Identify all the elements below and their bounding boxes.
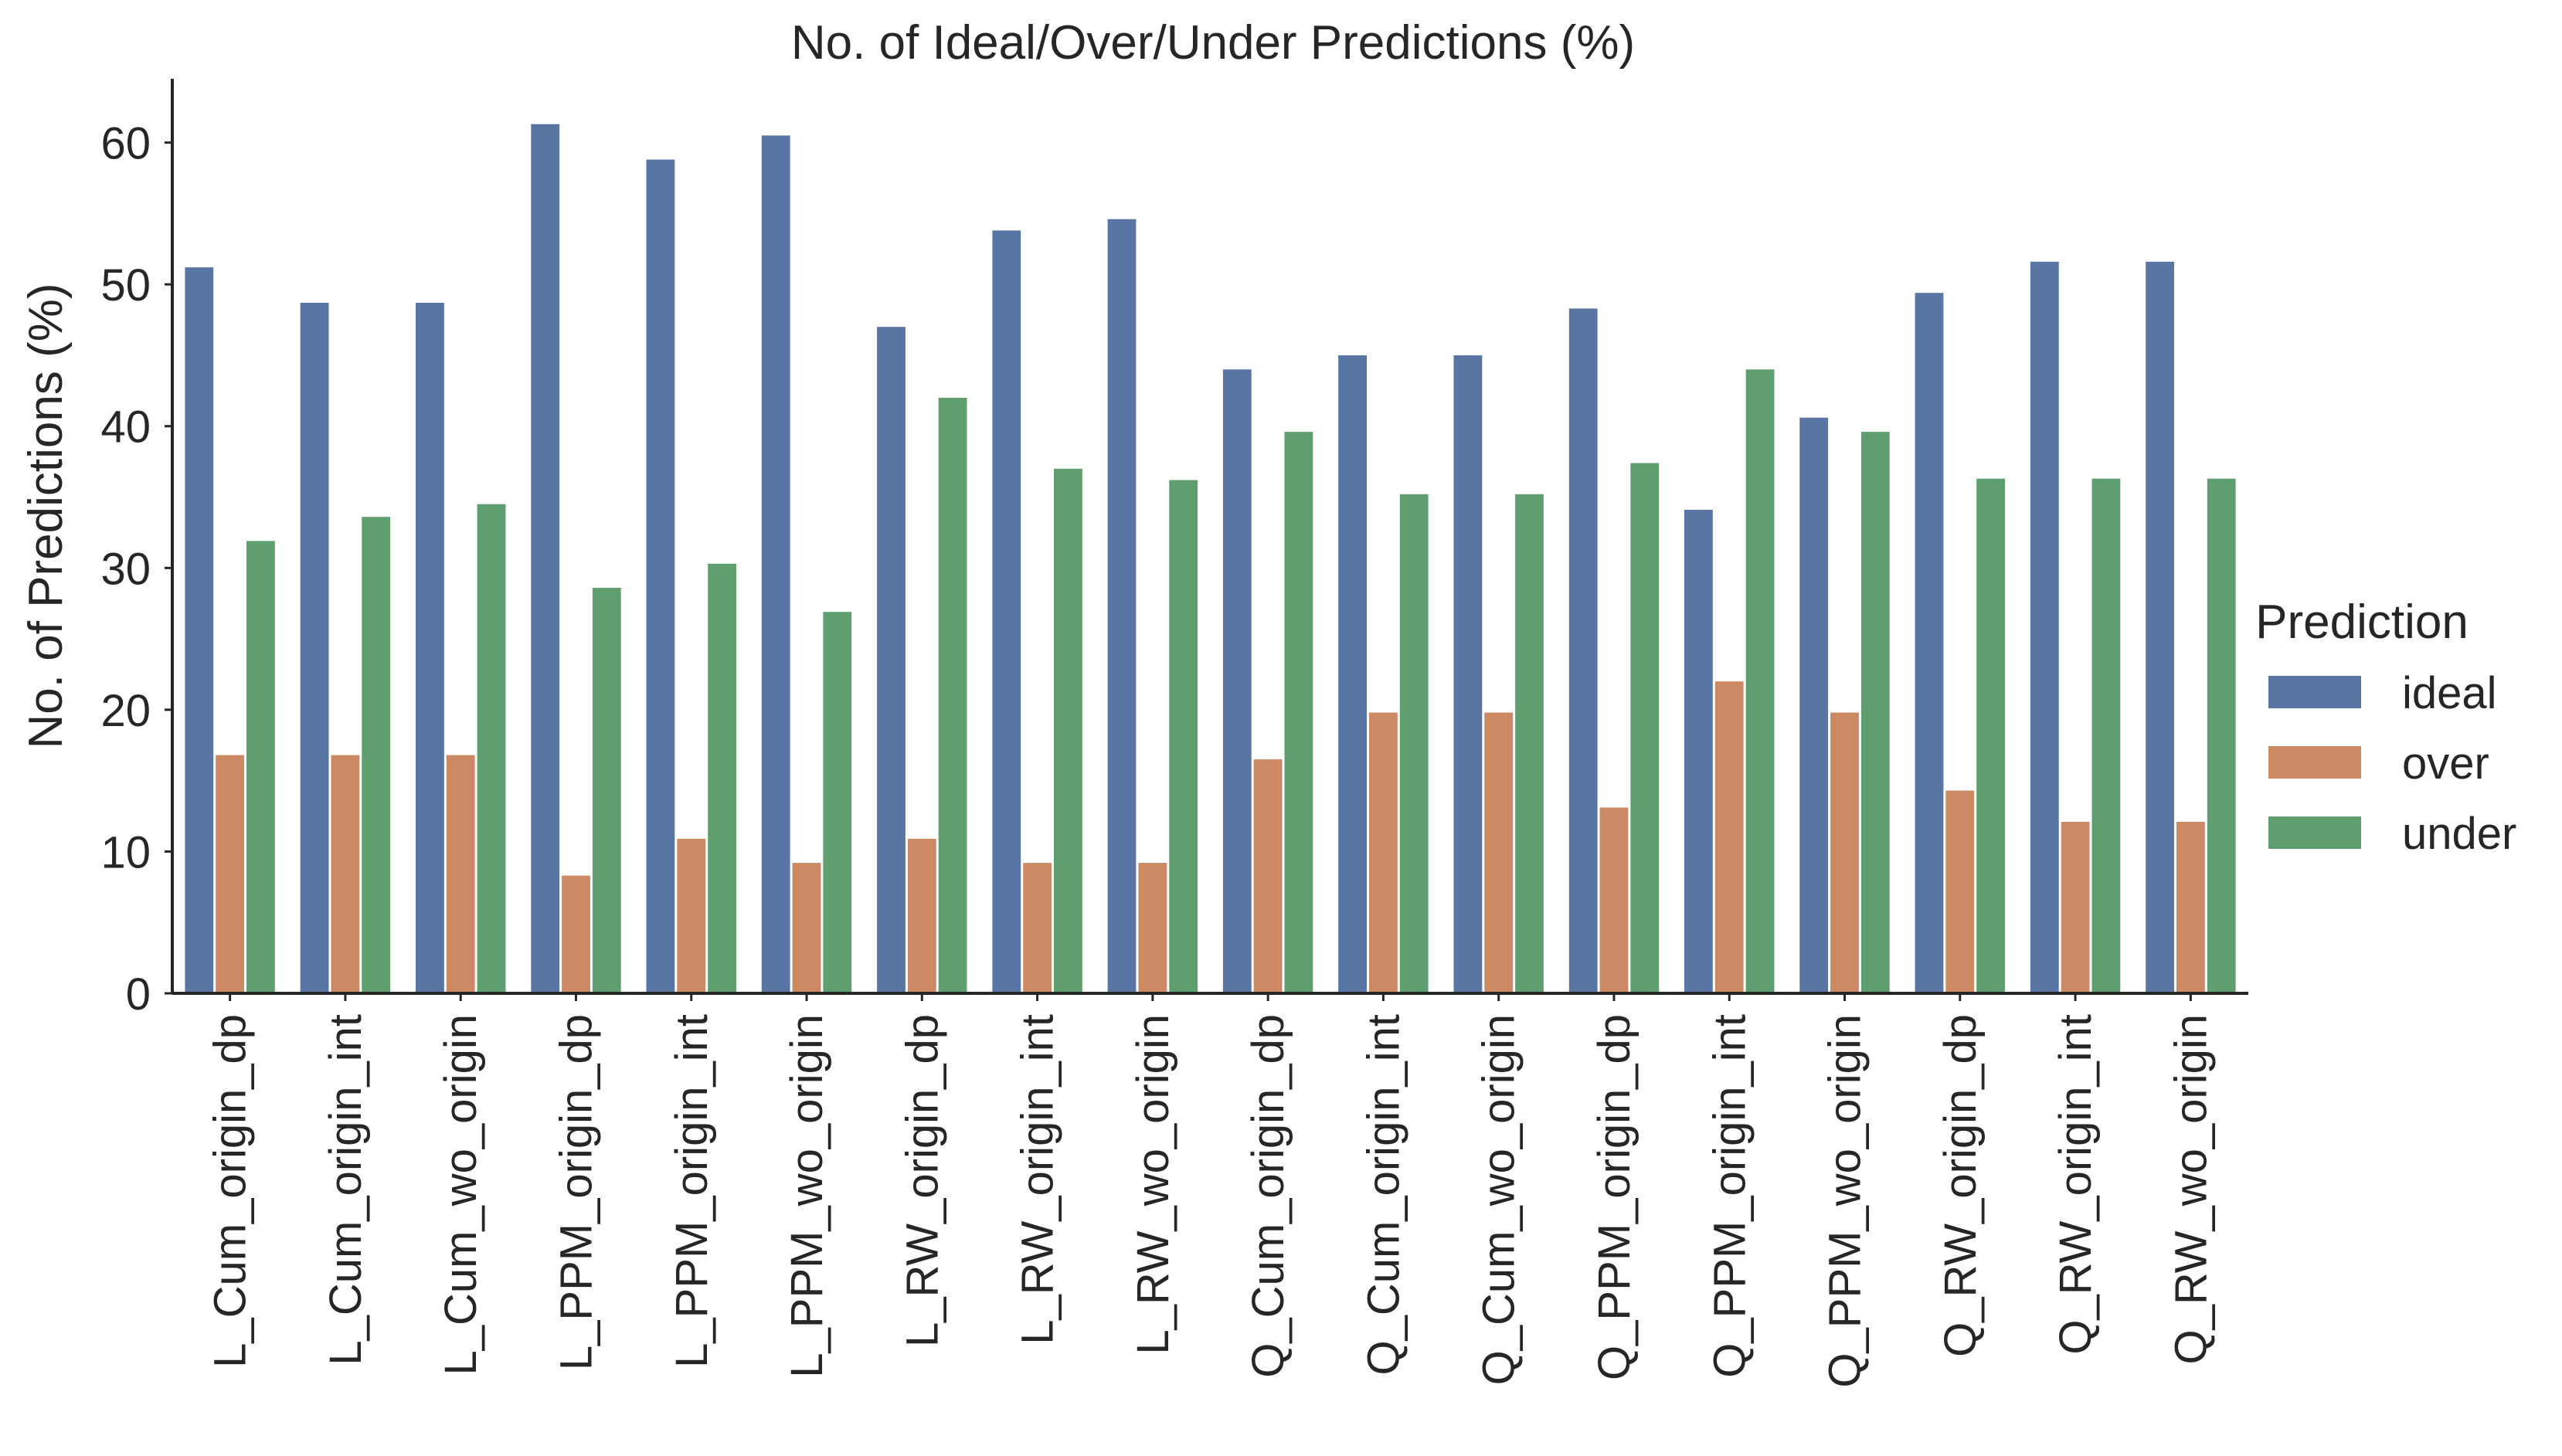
bar-over-8 — [1138, 863, 1167, 993]
bar-over-6 — [907, 838, 936, 993]
bar-under-13 — [1745, 369, 1775, 993]
legend: Prediction ideal over under — [2255, 596, 2516, 859]
bar-ideal-5 — [761, 135, 790, 993]
y-tick-label: 50 — [100, 260, 151, 311]
bar-under-11 — [1515, 494, 1544, 993]
bar-under-2 — [477, 504, 506, 993]
x-tick-label: Q_RW_wo_origin — [2166, 1014, 2216, 1364]
x-tick-label: Q_PPM_origin_int — [1704, 1014, 1755, 1378]
bar-over-10 — [1369, 712, 1398, 993]
x-tick-label: Q_Cum_origin_int — [1358, 1014, 1408, 1375]
bar-under-3 — [592, 588, 621, 993]
legend-label-over: over — [2402, 738, 2489, 789]
bar-ideal-1 — [300, 303, 329, 993]
bar-ideal-0 — [185, 267, 214, 994]
x-tick-label: L_PPM_wo_origin — [782, 1014, 832, 1378]
bar-ideal-7 — [992, 230, 1021, 993]
bar-under-14 — [1860, 432, 1890, 993]
bar-over-7 — [1023, 863, 1052, 993]
legend-label-under: under — [2402, 809, 2516, 859]
bar-over-0 — [216, 755, 244, 993]
x-tick-label: L_RW_origin_dp — [897, 1014, 947, 1347]
x-tick-label: Q_PPM_wo_origin — [1820, 1014, 1871, 1388]
bar-ideal-6 — [877, 327, 906, 993]
y-tick-label: 60 — [100, 119, 151, 169]
y-tick-label: 30 — [100, 544, 151, 594]
bar-under-17 — [2207, 478, 2236, 993]
x-tick-label: L_RW_origin_int — [1013, 1014, 1063, 1345]
x-tick-label: L_Cum_origin_int — [321, 1014, 371, 1366]
y-tick-label: 0 — [126, 969, 151, 1020]
bar-ideal-8 — [1107, 219, 1137, 993]
x-tick-label: Q_RW_origin_dp — [1935, 1014, 1986, 1357]
x-tick-label: Q_PPM_origin_dp — [1589, 1014, 1639, 1380]
y-tick-label: 10 — [100, 827, 151, 877]
bar-over-11 — [1484, 712, 1514, 993]
bar-ideal-12 — [1568, 308, 1598, 993]
bar-ideal-3 — [531, 124, 560, 994]
bar-ideal-17 — [2146, 261, 2174, 993]
bar-ideal-9 — [1222, 369, 1252, 993]
x-tick-label: Q_Cum_origin_dp — [1243, 1014, 1293, 1378]
legend-swatch-over — [2268, 746, 2361, 779]
x-tick-label: L_RW_wo_origin — [1128, 1014, 1178, 1355]
bar-over-1 — [331, 755, 360, 993]
x-tick-label: L_PPM_origin_dp — [552, 1014, 602, 1370]
x-tick-label: Q_Cum_wo_origin — [1474, 1014, 1524, 1385]
bar-over-12 — [1599, 807, 1629, 993]
bar-ideal-13 — [1684, 510, 1713, 993]
bar-under-15 — [1976, 478, 2005, 993]
bar-over-13 — [1714, 681, 1744, 993]
bar-over-14 — [1830, 712, 1859, 993]
legend-label-ideal: ideal — [2402, 668, 2497, 718]
bar-under-4 — [708, 563, 736, 993]
plot-area: 0 10 20 30 40 50 60 L_Cum_origin_dp L_Cum_origin… — [100, 79, 2248, 1388]
bar-under-1 — [362, 517, 391, 993]
bar-over-15 — [1945, 790, 1975, 993]
bar-under-6 — [938, 398, 967, 993]
chart-title: No. of Ideal/Over/Under Predictions (%) — [791, 16, 1635, 70]
bar-ideal-11 — [1453, 355, 1483, 993]
x-tick-label: L_Cum_wo_origin — [436, 1014, 486, 1375]
bar-over-16 — [2061, 821, 2090, 993]
bar-over-17 — [2176, 821, 2205, 993]
y-axis-label: No. of Predictions (%) — [19, 283, 73, 749]
bar-over-4 — [677, 838, 706, 993]
bar-over-9 — [1253, 759, 1283, 993]
x-tick-label: L_PPM_origin_int — [667, 1014, 717, 1368]
legend-swatch-ideal — [2268, 676, 2361, 708]
bar-under-9 — [1284, 432, 1313, 993]
bar-under-0 — [246, 541, 275, 993]
bar-under-5 — [823, 612, 852, 993]
bar-under-8 — [1169, 480, 1198, 993]
y-tick-label: 40 — [100, 402, 151, 453]
bar-ideal-2 — [416, 303, 444, 993]
bar-over-2 — [446, 755, 475, 993]
bar-under-12 — [1630, 463, 1660, 993]
bar-ideal-14 — [1799, 417, 1829, 993]
bar-ideal-10 — [1338, 355, 1367, 993]
bar-under-7 — [1054, 468, 1082, 993]
x-tick-label: L_Cum_origin_dp — [206, 1014, 256, 1368]
legend-swatch-under — [2268, 816, 2361, 849]
bar-ideal-15 — [1915, 293, 1944, 993]
bar-ideal-16 — [2030, 261, 2059, 993]
bar-over-3 — [562, 875, 590, 993]
y-tick-label: 20 — [100, 686, 151, 736]
legend-title: Prediction — [2255, 596, 2469, 649]
bar-ideal-4 — [646, 159, 675, 994]
bar-under-10 — [1399, 494, 1429, 993]
bar-under-16 — [2091, 478, 2121, 993]
bar-over-5 — [792, 863, 821, 993]
x-tick-label: Q_RW_origin_int — [2051, 1014, 2101, 1355]
